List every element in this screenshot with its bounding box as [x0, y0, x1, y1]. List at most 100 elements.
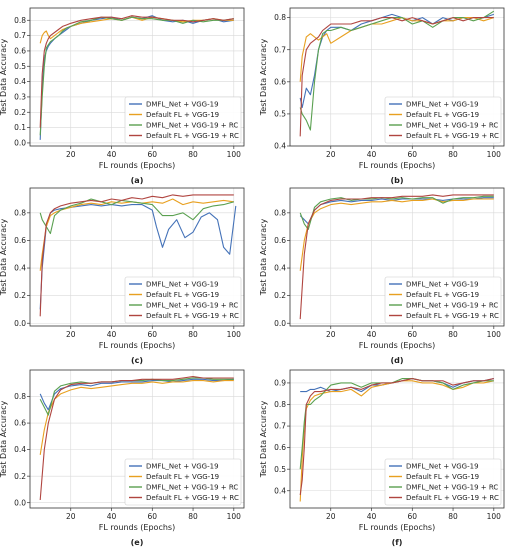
x-tick-label: 60	[408, 150, 418, 159]
x-tick-label: 100	[227, 330, 242, 339]
y-tick-label: 0.7	[274, 45, 286, 54]
y-tick-label: 0.8	[14, 392, 26, 401]
y-tick-label: 0.4	[274, 486, 286, 495]
x-tick-label: 40	[107, 150, 117, 159]
y-axis-label: Test Data Accuracy	[0, 401, 8, 479]
legend-entry: Default FL + VGG-19 + RC	[146, 312, 239, 320]
series-line-4	[39, 194, 234, 317]
x-tick-label: 60	[408, 330, 418, 339]
x-tick-label: 80	[448, 512, 458, 521]
legend: DMFL_Net + VGG-19 Default FL + VGG-19 DMFL…	[384, 96, 502, 144]
panel-label: (c)	[131, 356, 143, 365]
y-tick-label: 0.4	[14, 264, 26, 273]
series-line-4	[299, 17, 494, 137]
x-tick-label: 100	[487, 512, 502, 521]
y-axis-label: Test Data Accuracy	[259, 39, 268, 117]
series-line-4	[39, 376, 234, 501]
y-tick-label: 0.8	[14, 208, 26, 217]
y-axis-label: Test Data Accuracy	[0, 39, 8, 117]
plot-frame	[29, 187, 245, 327]
x-tick-label: 20	[326, 330, 336, 339]
panel-label: (e)	[131, 538, 144, 547]
chart-panel-2: 20 40 60 80 100 0.4 0.5 0.6 0.7 0.8 FL rounds (Epo…	[259, 7, 505, 185]
x-tick-label: 20	[66, 150, 76, 159]
y-tick-label: 0.0	[14, 498, 26, 507]
y-tick-label: 0.7	[274, 422, 286, 431]
x-tick-label: 60	[408, 512, 418, 521]
x-tick-label: 80	[188, 512, 198, 521]
legend-entry: Default FL + VGG-19	[146, 291, 219, 299]
legend-entry: Default FL + VGG-19 + RC	[406, 312, 499, 320]
series-line-2	[299, 198, 494, 271]
legend-entry: DMFL_Net + VGG-19 + RC	[406, 122, 498, 130]
legend-entry: Default FL + VGG-19 + RC	[406, 494, 499, 502]
legend-entry: Default FL + VGG-19 + RC	[406, 132, 499, 140]
series-line-1	[39, 378, 234, 411]
legend: DMFL_Net + VGG-19 Default FL + VGG-19 DMFL…	[124, 96, 242, 144]
legend-entry: Default FL + VGG-19	[146, 111, 219, 119]
legend-entry: DMFL_Net + VGG-19 + RC	[146, 122, 238, 130]
legend: DMFL_Net + VGG-19 Default FL + VGG-19 DMFL…	[384, 458, 502, 506]
y-tick-label: 0.0	[274, 319, 286, 328]
y-tick-label: 0.1	[14, 123, 26, 132]
plot-frame	[289, 187, 505, 327]
y-tick-label: 0.2	[274, 291, 286, 300]
legend-entry: DMFL_Net + VGG-19	[406, 281, 479, 289]
y-tick-label: 0.4	[274, 142, 286, 151]
panel-label: (f)	[392, 538, 403, 547]
legend-entry: Default FL + VGG-19 + RC	[146, 494, 239, 502]
chart-panel-3: 20 40 60 80 100 0.0 0.2 0.4 0.6 0.8 FL rounds (Epo…	[0, 187, 245, 365]
series-line-3	[299, 378, 494, 470]
x-tick-label: 60	[148, 512, 158, 521]
y-tick-label: 0.0	[14, 139, 26, 148]
series-line-1	[300, 378, 494, 393]
x-tick-label: 80	[188, 150, 198, 159]
y-tick-label: 0.8	[274, 400, 286, 409]
x-tick-label: 40	[107, 330, 117, 339]
x-tick-label: 100	[487, 330, 502, 339]
x-tick-label: 40	[367, 512, 377, 521]
x-tick-label: 20	[66, 512, 76, 521]
series-line-2	[39, 198, 234, 271]
legend: DMFL_Net + VGG-19 Default FL + VGG-19 DMFL…	[124, 276, 242, 324]
y-tick-label: 0.5	[274, 465, 286, 474]
series-line-2	[39, 380, 234, 455]
y-tick-label: 0.4	[14, 445, 26, 454]
y-tick-label: 0.4	[14, 77, 26, 86]
y-tick-label: 0.6	[14, 47, 26, 56]
legend-entry: Default FL + VGG-19	[406, 473, 479, 481]
x-tick-label: 20	[326, 512, 336, 521]
panel-label: (d)	[390, 356, 403, 365]
legend-entry: DMFL_Net + VGG-19	[406, 463, 479, 471]
y-axis-label: Test Data Accuracy	[0, 219, 8, 297]
x-axis-label: FL rounds (Epochs)	[99, 341, 175, 350]
panel-label: (b)	[390, 176, 403, 185]
chart-panel-4: 20 40 60 80 100 0.0 0.2 0.4 0.6 0.8 FL rounds (Epo…	[259, 187, 505, 365]
series-line-1	[39, 204, 237, 310]
legend-entry: Default FL + VGG-19	[406, 111, 479, 119]
plot-frame	[289, 369, 505, 509]
x-tick-label: 40	[367, 330, 377, 339]
y-tick-label: 0.6	[274, 443, 286, 452]
x-tick-label: 100	[487, 150, 502, 159]
x-tick-label: 40	[107, 512, 117, 521]
chart-panel-6: 20 40 60 80 100 0.4 0.5 0.6 0.7 0.8 0.9 FL rounds (…	[259, 369, 505, 547]
x-tick-label: 80	[448, 150, 458, 159]
legend-box	[384, 458, 502, 506]
legend-box	[384, 276, 502, 324]
x-tick-label: 100	[227, 150, 242, 159]
legend-entry: DMFL_Net + VGG-19 + RC	[406, 484, 498, 492]
x-tick-label: 100	[227, 512, 242, 521]
y-tick-label: 0.8	[274, 208, 286, 217]
y-tick-label: 0.6	[274, 77, 286, 86]
y-tick-label: 0.9	[274, 379, 286, 388]
legend-entry: DMFL_Net + VGG-19	[406, 101, 479, 109]
y-axis-label: Test Data Accuracy	[259, 401, 268, 479]
x-axis-label: FL rounds (Epochs)	[359, 161, 435, 170]
y-tick-label: 0.2	[14, 472, 26, 481]
legend: DMFL_Net + VGG-19 Default FL + VGG-19 DMFL…	[384, 276, 502, 324]
y-tick-label: 0.5	[14, 62, 26, 71]
legend-box	[124, 458, 242, 506]
plot-frame	[29, 369, 245, 509]
